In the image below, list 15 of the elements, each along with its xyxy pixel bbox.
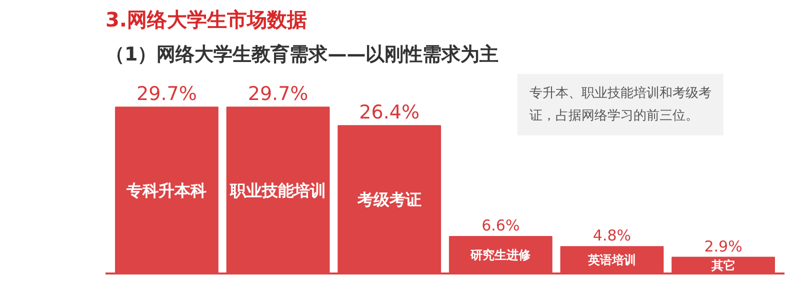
chart-title: 3.网络大学生市场数据	[106, 8, 308, 32]
data-label: 29.7%	[248, 83, 308, 106]
data-label: 2.9%	[704, 237, 742, 256]
x-tick-label: 专科升本科	[126, 180, 207, 200]
x-tick-label: 英语培训	[586, 253, 636, 268]
data-label: 6.6%	[482, 216, 520, 235]
x-tick-label: 职业技能培训	[229, 180, 326, 200]
data-label: 4.8%	[592, 226, 632, 245]
data-label: 26.4%	[359, 102, 420, 124]
data-label: 29.7%	[136, 83, 197, 106]
annotation: 专升本、职业技能培训和考级考证，占据网络学习的前三位。	[529, 86, 712, 124]
x-tick-label: 其它	[710, 258, 736, 272]
chart-subtitle: （1）网络大学生教育需求——以刚性需求为主	[106, 44, 499, 66]
x-tick-label: 考级考证	[356, 190, 422, 210]
x-tick-label: 研究生进修	[470, 248, 532, 262]
